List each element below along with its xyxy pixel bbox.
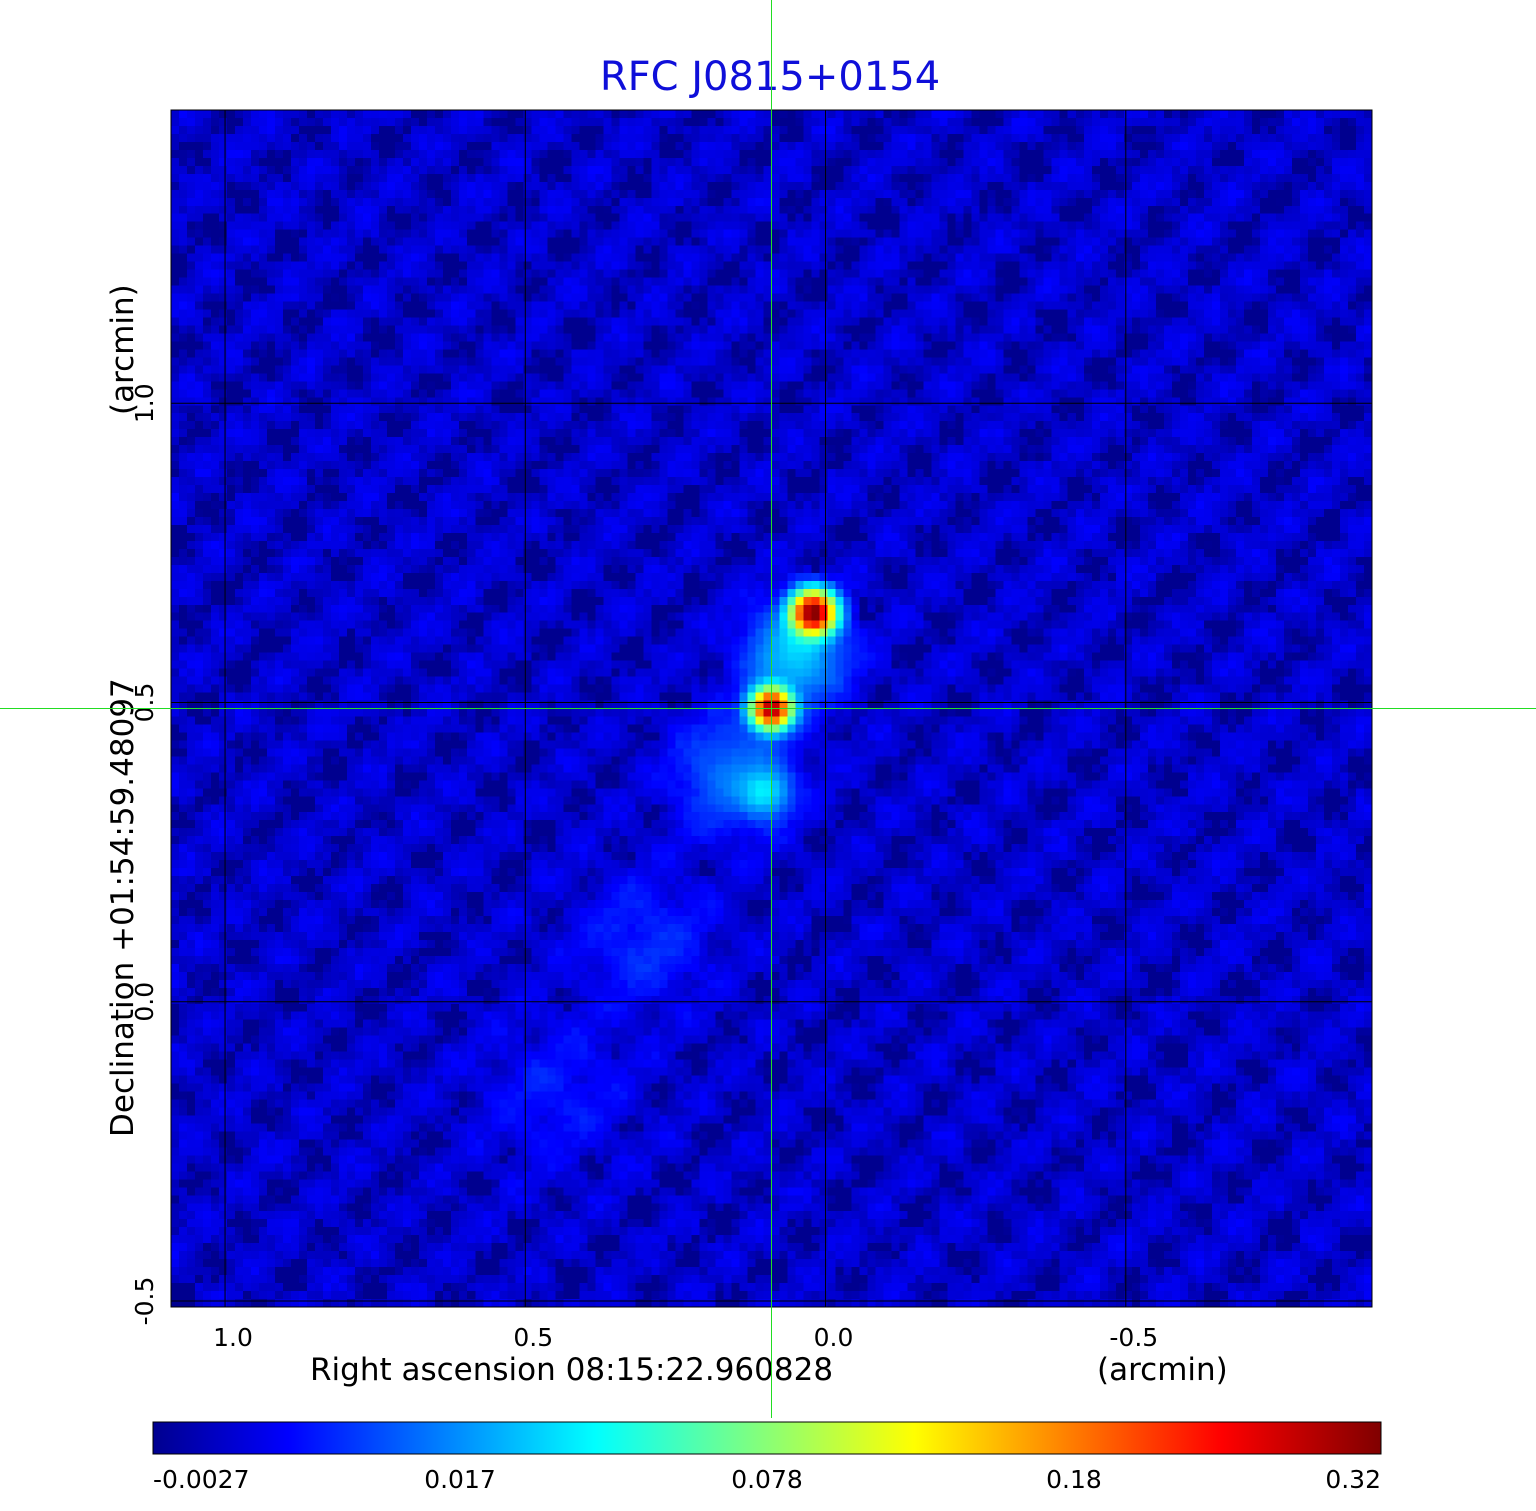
colorbar-tick-label: 0.18 [1046,1465,1102,1494]
y-tick-label: -0.5 [130,1277,159,1326]
chart-title: RFC J0815+0154 [600,54,940,100]
x-tick-label: 0.0 [814,1323,854,1352]
colorbar-tick-label: 0.078 [731,1465,803,1494]
colorbar: -0.0027 0.017 0.078 0.18 0.32 [152,1421,1382,1494]
colorbar-tick-label: -0.0027 [153,1465,250,1494]
x-tick-label: 1.0 [213,1323,253,1352]
colorbar-tick-label: 0.32 [1325,1465,1381,1494]
y-tick-label: 0.5 [130,683,159,723]
y-tick-label: 0.0 [130,982,159,1022]
colorbar-bar [152,1421,1382,1455]
y-tick-label: 1.0 [130,383,159,423]
x-tick-label: 0.5 [513,1323,553,1352]
y-axis-label: Declination +01:54:59.48097 [105,678,141,1137]
colorbar-tick-label: 0.017 [424,1465,496,1494]
crosshair [0,0,1536,1418]
x-tick-label: -0.5 [1109,1323,1158,1352]
x-tick-labels: 1.0 0.5 0.0 -0.5 [213,1323,1158,1352]
x-axis-label: Right ascension 08:15:22.960828 [310,1352,833,1388]
y-tick-labels: -0.5 0.0 0.5 1.0 [130,383,159,1325]
colorbar-tick-labels: -0.0027 0.017 0.078 0.18 0.32 [153,1465,1381,1494]
y-axis-unit-label: (arcmin) [105,284,141,415]
x-axis-unit-label: (arcmin) [1097,1352,1228,1388]
